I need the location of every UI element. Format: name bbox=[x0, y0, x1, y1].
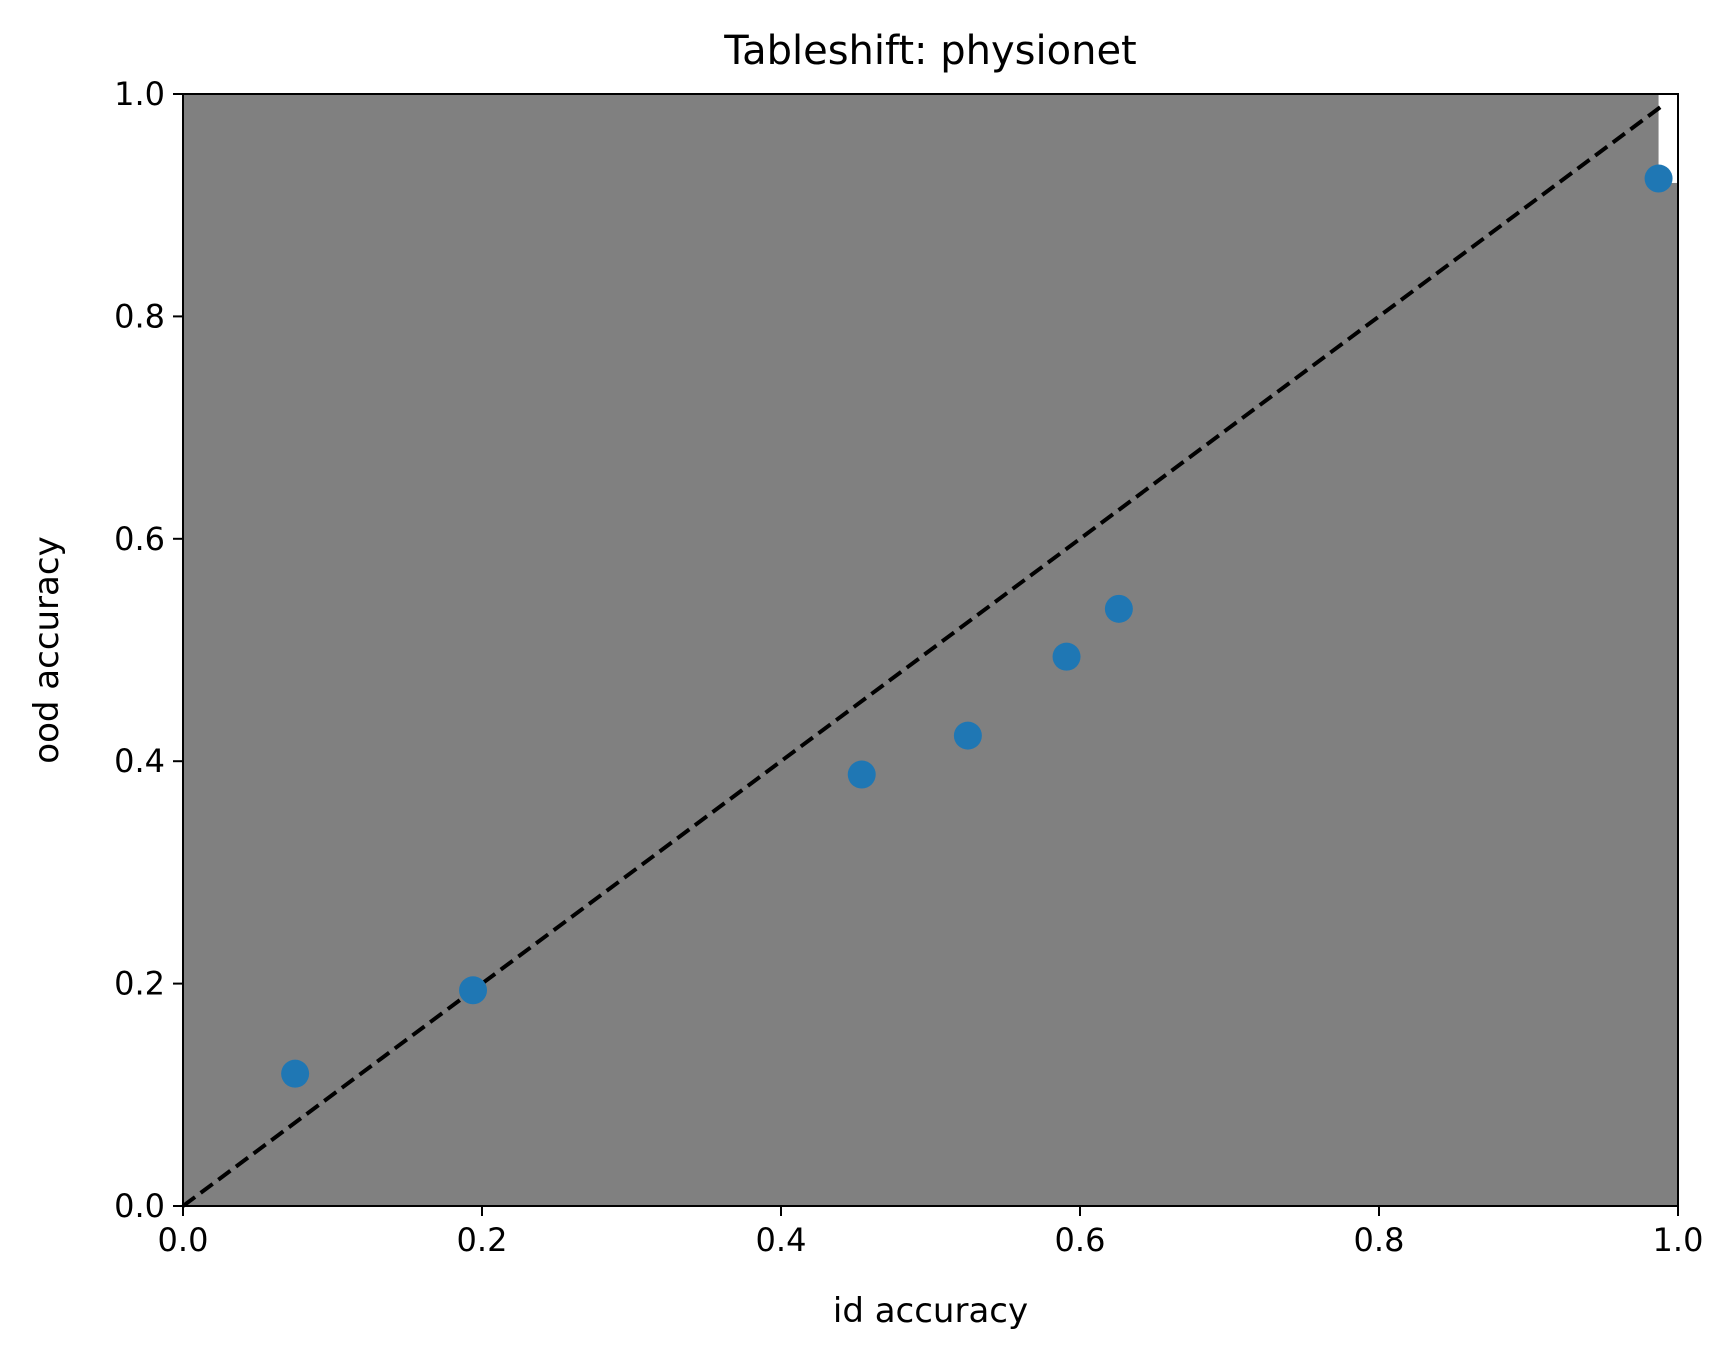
x-axis-label: id accuracy bbox=[833, 1291, 1028, 1331]
y-tick-label: 0.2 bbox=[114, 965, 165, 1003]
data-point-4 bbox=[953, 721, 982, 750]
x-tick-label: 0.8 bbox=[1354, 1221, 1405, 1259]
data-point-3 bbox=[847, 760, 876, 789]
y-tick-label: 0.0 bbox=[114, 1187, 165, 1225]
data-point-5 bbox=[1052, 642, 1081, 671]
plot-frame bbox=[182, 93, 1679, 1207]
y-tick-label: 0.6 bbox=[114, 520, 165, 558]
x-tick-label: 0.2 bbox=[457, 1221, 508, 1259]
data-point-6 bbox=[1104, 594, 1133, 623]
y-axis-label: ood accuracy bbox=[27, 536, 67, 763]
y-tick-label: 0.4 bbox=[114, 742, 165, 780]
data-point-2 bbox=[459, 976, 488, 1005]
x-tick-label: 1.0 bbox=[1653, 1221, 1704, 1259]
data-points bbox=[281, 164, 1673, 1088]
x-tick-label: 0.6 bbox=[1055, 1221, 1106, 1259]
shaded-region bbox=[1658, 94, 1678, 183]
data-point-7 bbox=[1644, 164, 1673, 193]
x-tick-label: 0.4 bbox=[756, 1221, 807, 1259]
y-axis: 0.0 0.2 0.4 0.6 0.8 1.0 bbox=[114, 75, 183, 1225]
y-tick-label: 1.0 bbox=[114, 75, 165, 113]
y-tick-label: 0.8 bbox=[114, 297, 165, 335]
x-axis: 0.0 0.2 0.4 0.6 0.8 1.0 bbox=[158, 1206, 1704, 1259]
data-point-1 bbox=[281, 1059, 310, 1088]
chart-title: Tableshift: physionet bbox=[723, 28, 1136, 74]
x-tick-label: 0.0 bbox=[158, 1221, 209, 1259]
